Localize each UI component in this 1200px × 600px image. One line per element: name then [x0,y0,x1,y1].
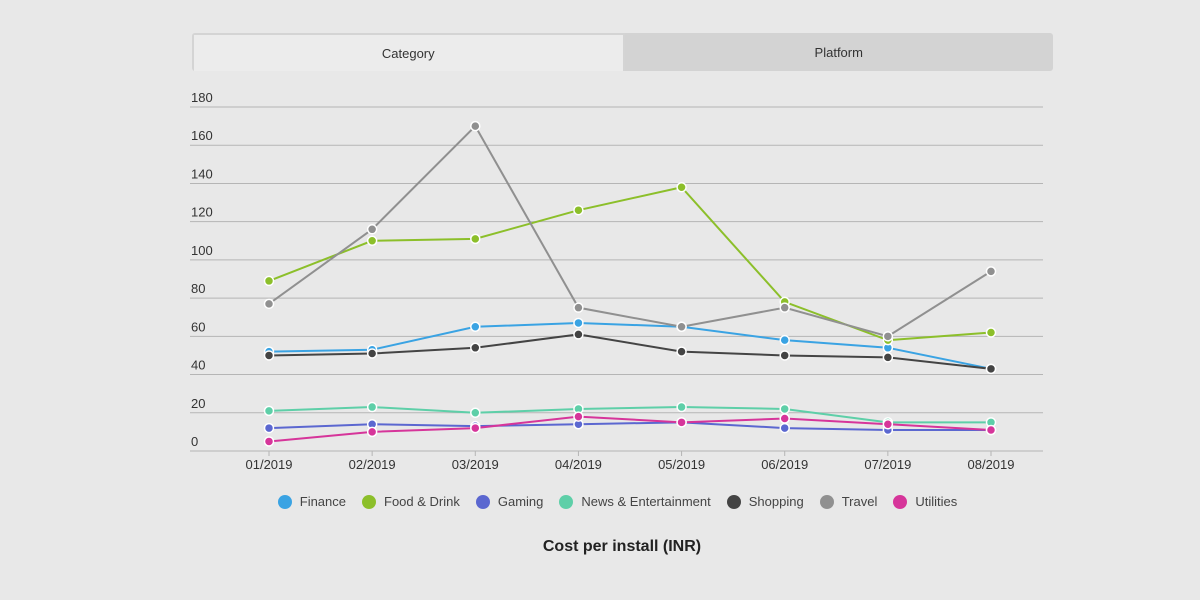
data-point [263,405,275,417]
data-point [263,422,275,434]
data-point [470,233,481,245]
x-tick-label: 02/2019 [349,457,396,472]
legend-item[interactable]: News & Entertainment [559,494,711,509]
data-point [573,329,584,340]
data-point [470,321,481,333]
y-tick-label: 160 [191,128,213,143]
legend-label: Shopping [748,494,804,509]
tab-platform[interactable]: Platform [624,33,1053,71]
data-point [263,436,275,447]
legend-label: Food & Drink [384,494,460,509]
x-tick-label: 05/2019 [658,457,705,472]
data-point [676,321,687,333]
legend-label: News & Entertainment [581,494,711,509]
tab-bar: Category Platform [192,33,1053,71]
series-line [268,421,991,431]
x-tick-label: 03/2019 [452,457,499,472]
legend-swatch [475,494,490,509]
x-tick-label: 01/2019 [246,457,293,472]
data-point [573,302,584,313]
legend-item[interactable]: Shopping [726,494,804,509]
data-point [779,413,790,424]
legend-swatch [819,494,834,509]
data-point [882,331,894,342]
x-tick-label: 08/2019 [968,457,1015,472]
series-line [268,406,991,424]
legend-item[interactable]: Food & Drink [362,494,460,509]
data-point [470,407,481,419]
legend-item[interactable]: Utilities [893,494,957,509]
y-tick-label: 40 [191,358,205,373]
data-point [676,417,687,428]
data-point [470,342,481,354]
series-line [268,124,992,338]
chart-legend: Finance Food & Drink Gaming News & Entertai… [0,494,1200,509]
data-point [882,418,894,430]
legend-label: Gaming [497,494,544,509]
data-point [676,182,687,193]
data-point [779,422,790,434]
legend-swatch [277,494,292,509]
data-point [573,411,584,422]
y-tick-label: 120 [191,205,213,220]
data-point [779,302,790,313]
data-point [366,348,378,359]
data-point [676,346,687,357]
data-point [985,327,997,338]
data-point [366,235,378,247]
data-point [263,298,275,310]
x-tick-label: 07/2019 [864,457,911,472]
legend-item[interactable]: Gaming [475,494,544,509]
data-point [779,403,790,415]
data-point [573,317,584,329]
legend-swatch [362,494,376,509]
data-point [573,204,584,216]
series-line [268,333,992,370]
tab-category[interactable]: Category [192,33,625,71]
y-tick-label: 0 [191,434,198,449]
legend-swatch [726,494,741,509]
y-tick-label: 80 [191,281,205,296]
y-tick-label: 140 [191,166,213,181]
data-point [366,401,378,413]
data-point [985,266,997,277]
data-point [366,224,378,235]
data-point [470,120,481,132]
legend-label: Finance [299,494,346,509]
legend-label: Travel [841,494,878,509]
data-point [366,426,378,438]
y-tick-label: 20 [191,396,205,411]
y-tick-label: 180 [191,90,213,105]
legend-swatch [559,494,574,509]
x-tick-label: 04/2019 [555,457,602,472]
series-line [268,186,992,342]
legend-swatch [893,494,908,509]
y-tick-label: 60 [191,319,205,334]
chart-title: Cost per install (INR) [542,538,702,555]
data-point [779,334,790,346]
y-tick-label: 100 [191,243,213,258]
data-point [985,424,997,436]
x-tick-label: 06/2019 [761,457,808,472]
legend-item[interactable]: Finance [277,494,346,509]
data-point [470,422,481,434]
series-line [268,415,992,443]
series-line [268,321,992,370]
legend-item[interactable]: Travel [819,494,878,509]
data-point [779,350,790,361]
data-point [882,352,894,363]
legend-label: Utilities [915,494,958,509]
data-point [263,350,275,361]
data-point [985,363,997,375]
data-point [676,401,687,413]
data-point [263,275,275,287]
